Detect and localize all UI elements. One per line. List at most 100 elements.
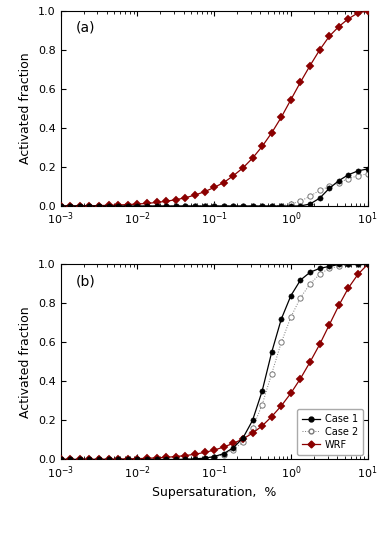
Case 1 [241,435,245,441]
Case 1 [317,195,322,201]
Case 1 [365,261,370,267]
Case 2 [337,263,341,270]
Case 1 [279,203,283,210]
Case 2 [308,281,312,287]
Line: WRF: WRF [58,262,370,462]
Case 1 [145,203,149,210]
Case 2 [260,203,265,210]
Case 1 [269,349,274,356]
Line: Case 1: Case 1 [58,262,370,462]
Case 1 [231,445,236,451]
Case 1 [68,203,72,210]
Case 1 [346,171,351,178]
Case 1 [289,203,293,210]
Case 2 [164,203,168,210]
Case 1 [202,203,207,210]
Case 2 [174,456,178,463]
Case 2 [250,425,255,432]
Line: WRF: WRF [58,8,370,208]
Y-axis label: Activated fraction: Activated fraction [19,306,33,418]
Text: (a): (a) [76,21,96,34]
Case 1 [164,456,168,463]
WRF [135,201,139,207]
Case 1 [183,203,188,210]
WRF [250,155,255,161]
Case 1 [260,388,265,394]
Case 2 [327,183,332,190]
Case 2 [183,203,188,210]
WRF [202,188,207,195]
Case 1 [212,203,216,210]
Legend: Case 1, Case 2, WRF: Case 1, Case 2, WRF [298,409,363,455]
WRF [58,203,63,210]
WRF [97,456,101,463]
WRF [145,455,149,462]
WRF [260,423,265,429]
WRF [231,172,236,179]
Case 2 [145,203,149,210]
Case 1 [68,456,72,463]
WRF [154,199,159,206]
Case 2 [58,456,63,463]
Case 1 [356,261,360,267]
WRF [317,341,322,348]
Case 1 [193,203,197,210]
Case 1 [135,456,139,463]
Case 2 [154,203,159,210]
Text: (b): (b) [76,274,96,288]
WRF [193,451,197,457]
Case 1 [58,203,63,210]
Case 1 [97,203,101,210]
WRF [116,456,121,462]
Case 2 [145,456,149,463]
Case 2 [154,456,159,463]
Case 1 [308,201,312,207]
Case 2 [183,456,188,463]
WRF [212,184,216,191]
Case 2 [365,171,370,177]
Case 2 [174,203,178,210]
Case 2 [317,187,322,194]
WRF [250,430,255,437]
Case 1 [87,456,92,463]
Case 1 [154,456,159,463]
Case 2 [317,271,322,277]
WRF [212,447,216,453]
WRF [279,114,283,120]
Case 1 [135,203,139,210]
Case 1 [317,265,322,272]
Case 1 [269,203,274,210]
WRF [174,196,178,203]
Case 1 [97,456,101,463]
Line: Case 2: Case 2 [58,262,370,462]
Case 1 [125,203,130,210]
WRF [241,436,245,443]
X-axis label: Supersaturation,  %: Supersaturation, % [152,486,276,499]
Case 1 [116,456,121,463]
Case 2 [78,203,82,210]
Case 2 [241,439,245,445]
WRF [317,46,322,53]
Case 2 [87,203,92,210]
Case 2 [106,203,111,210]
Case 2 [68,456,72,463]
Case 1 [250,417,255,424]
Case 1 [164,203,168,210]
Case 1 [298,277,303,283]
Case 1 [365,166,370,172]
Case 2 [241,203,245,210]
Case 1 [212,453,216,460]
Case 1 [145,456,149,463]
WRF [87,456,92,463]
WRF [289,96,293,103]
Case 1 [58,456,63,463]
WRF [58,456,63,463]
Case 1 [308,269,312,276]
WRF [221,444,226,450]
Case 1 [260,203,265,210]
WRF [279,403,283,409]
Case 1 [202,455,207,462]
WRF [87,202,92,209]
WRF [193,192,197,199]
WRF [183,452,188,459]
